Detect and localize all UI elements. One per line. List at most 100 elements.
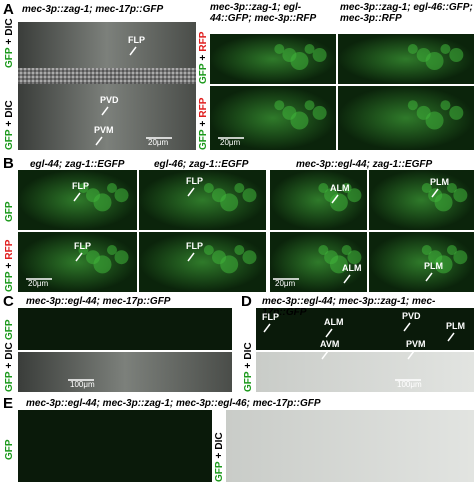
fluorescent-cell xyxy=(407,100,418,111)
panel-letter: E xyxy=(3,395,14,412)
cell-label: PLM xyxy=(424,261,443,271)
panel-letter: A xyxy=(3,1,14,18)
arrow xyxy=(431,188,439,198)
panel-title: mec-3p::egl-44; mec-3p::zag-1; mec-17p::… xyxy=(262,296,436,318)
arrow xyxy=(407,350,415,360)
cell-label: PLM xyxy=(430,177,449,187)
panel-title: egl-44; zag-1::EGFP xyxy=(30,159,125,170)
fluorescent-cell xyxy=(449,48,464,62)
channel-part: GFP xyxy=(243,371,254,392)
fluorescent-cell xyxy=(453,188,468,203)
arrow xyxy=(101,106,109,116)
channel-part: DIC xyxy=(243,342,254,360)
fluorescent-cell xyxy=(93,193,112,212)
channel-label: GFP xyxy=(4,439,15,460)
fluorescent-cell xyxy=(274,44,285,54)
fluorescent-cell xyxy=(114,250,129,265)
panel-title: egl-46; zag-1::EGFP xyxy=(154,159,249,170)
channel-part: RFP xyxy=(198,97,209,118)
fluorescent-cell xyxy=(290,111,309,130)
fluorescent-cell xyxy=(107,183,118,193)
channel-part: GFP xyxy=(4,371,15,392)
cell-label: FLP xyxy=(74,241,91,251)
scale-bar-label: 20μm xyxy=(275,279,296,288)
panel-letter: B xyxy=(3,155,14,172)
arrow xyxy=(325,328,333,338)
fluorescent-cell xyxy=(318,245,329,255)
arrow xyxy=(331,194,339,204)
channel-part: DIC xyxy=(4,18,15,36)
channel-part: + xyxy=(214,452,225,459)
channel-part: + xyxy=(198,120,209,127)
arrow xyxy=(321,350,329,360)
fluorescent-cell xyxy=(220,193,239,212)
channel-part: DIC xyxy=(4,100,15,118)
fluorescent-cell xyxy=(446,183,457,193)
arrow xyxy=(187,187,195,197)
fluorescent-cell xyxy=(421,245,432,255)
fluorescent-cell xyxy=(347,188,362,203)
fluorescent-cell xyxy=(203,183,214,193)
cell-label: FLP xyxy=(128,35,145,45)
fluorescent-cell xyxy=(434,255,453,274)
fluorescent-cell xyxy=(407,44,418,54)
channel-part: GFP xyxy=(4,201,15,222)
channel-label: GFP + DIC xyxy=(214,432,225,482)
fluorescent-cell xyxy=(290,52,309,70)
arrow xyxy=(403,322,411,332)
channel-label: GFP + DIC xyxy=(243,342,254,392)
fluorescent-cell xyxy=(93,255,112,274)
cell-label: ALM xyxy=(324,317,344,327)
scale-bar-label: 20μm xyxy=(148,138,169,147)
fluorescent-cell xyxy=(446,245,457,255)
fluorescent-cell xyxy=(114,188,129,203)
channel-part: GFP xyxy=(214,461,225,482)
channel-part: + xyxy=(198,54,209,61)
cell-label: FLP xyxy=(186,176,203,186)
micrograph xyxy=(338,86,474,150)
panel-title: mec-3p::zag-1; egl-46::GFP; mec-3p::RFP xyxy=(340,2,473,24)
fluorescent-cell xyxy=(234,183,245,193)
cell-label: PVM xyxy=(406,339,426,349)
fluorescent-cell xyxy=(242,250,257,265)
micrograph xyxy=(18,352,232,392)
fluorescent-cell xyxy=(329,193,348,212)
fluorescent-cell xyxy=(453,250,468,265)
micrograph xyxy=(18,308,232,350)
cell-label: FLP xyxy=(262,312,279,322)
scale-bar-label: 100μm xyxy=(70,380,95,389)
fluorescent-cell xyxy=(274,100,285,111)
fluorescent-cell xyxy=(425,52,444,70)
channel-part: + xyxy=(4,362,15,369)
cell-label: FLP xyxy=(186,241,203,251)
channel-label: GFP xyxy=(4,201,15,222)
micrograph xyxy=(256,308,474,350)
channel-label: GFP + RFP xyxy=(198,32,209,84)
fluorescent-cell xyxy=(78,245,89,255)
scale-bar-label: 20μm xyxy=(28,279,49,288)
arrow xyxy=(187,252,195,262)
channel-part: + xyxy=(4,38,15,45)
channel-part: DIC xyxy=(214,432,225,450)
fluorescent-cell xyxy=(329,255,348,274)
channel-part: GFP xyxy=(198,63,209,84)
micrograph xyxy=(18,410,212,482)
fluorescent-cell xyxy=(312,48,327,62)
channel-part: GFP xyxy=(4,129,15,150)
arrow xyxy=(343,274,351,284)
fluorescent-cell xyxy=(421,183,432,193)
micrograph xyxy=(256,352,474,392)
micrograph xyxy=(226,410,474,482)
cell-label: PVM xyxy=(94,125,114,135)
cell-label: PVD xyxy=(402,311,421,321)
fluorescent-cell xyxy=(341,245,352,255)
channel-label: GFP + RFP xyxy=(4,240,15,292)
channel-label: GFP xyxy=(4,319,15,340)
cell-label: ALM xyxy=(330,183,350,193)
fluorescent-cell xyxy=(107,245,118,255)
fluorescent-cell xyxy=(203,245,214,255)
fluorescent-cell xyxy=(440,100,451,111)
channel-part: GFP xyxy=(198,129,209,150)
fluorescent-cell xyxy=(312,105,327,120)
